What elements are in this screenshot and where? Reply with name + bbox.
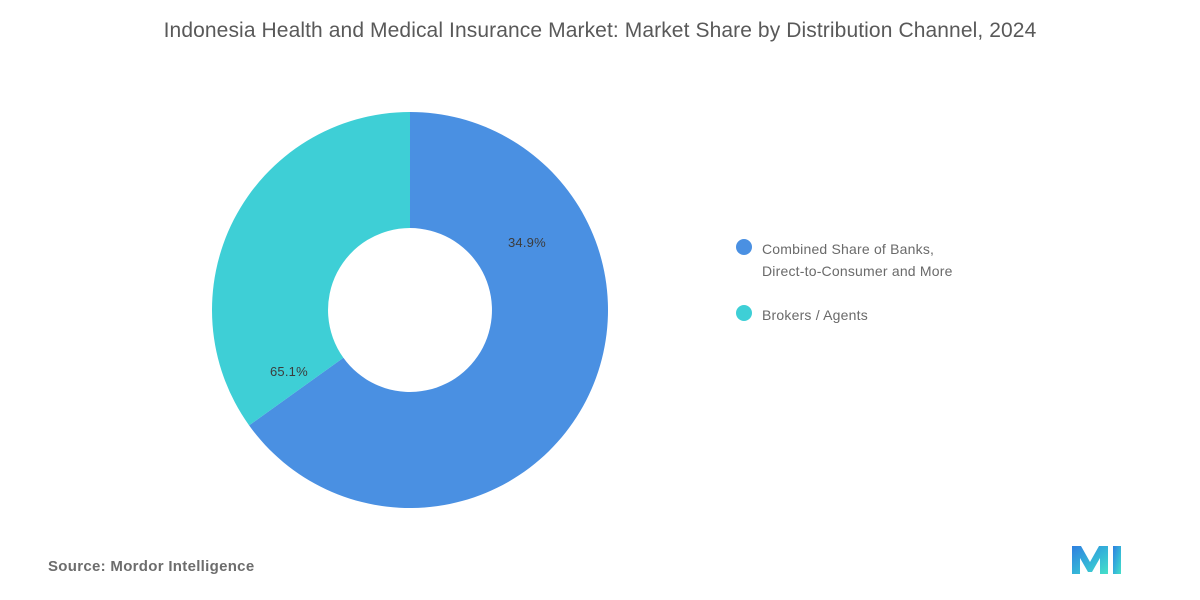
slice-value-label-brokers-agents: 34.9% xyxy=(508,235,546,250)
source-note: Source: Mordor Intelligence xyxy=(48,558,255,575)
chart-legend: Combined Share of Banks, Direct-to-Consu… xyxy=(736,238,1136,348)
donut-slice[interactable] xyxy=(212,112,410,426)
mordor-intelligence-logo-icon xyxy=(1072,546,1121,574)
donut-slice-group xyxy=(212,112,608,508)
chart-title-line-2: Channel, 2024 xyxy=(898,19,1037,42)
legend-label-combined-share-line-2: Direct-to-Consumer and More xyxy=(762,263,953,279)
legend-color-swatch-icon-combined-share xyxy=(736,239,752,255)
legend-label-combined-share: Combined Share of Banks, Direct-to-Consu… xyxy=(762,238,953,282)
chart-title-line-1: Indonesia Health and Medical Insurance M… xyxy=(163,19,893,42)
donut-slice[interactable] xyxy=(249,112,608,508)
donut-chart-svg xyxy=(212,112,608,508)
legend-color-swatch-icon-brokers-agents xyxy=(736,305,752,321)
donut-chart: 65.1% 34.9% xyxy=(212,112,608,508)
legend-label-brokers-agents-line-1: Brokers / Agents xyxy=(762,307,868,323)
chart-title: Indonesia Health and Medical Insurance M… xyxy=(130,14,1070,47)
legend-label-combined-share-line-1: Combined Share of Banks, xyxy=(762,241,935,257)
legend-item-brokers-agents[interactable]: Brokers / Agents xyxy=(736,304,1136,326)
legend-item-combined-share[interactable]: Combined Share of Banks, Direct-to-Consu… xyxy=(736,238,1136,282)
legend-label-brokers-agents: Brokers / Agents xyxy=(762,304,868,326)
slice-value-label-combined-share: 65.1% xyxy=(270,364,308,379)
